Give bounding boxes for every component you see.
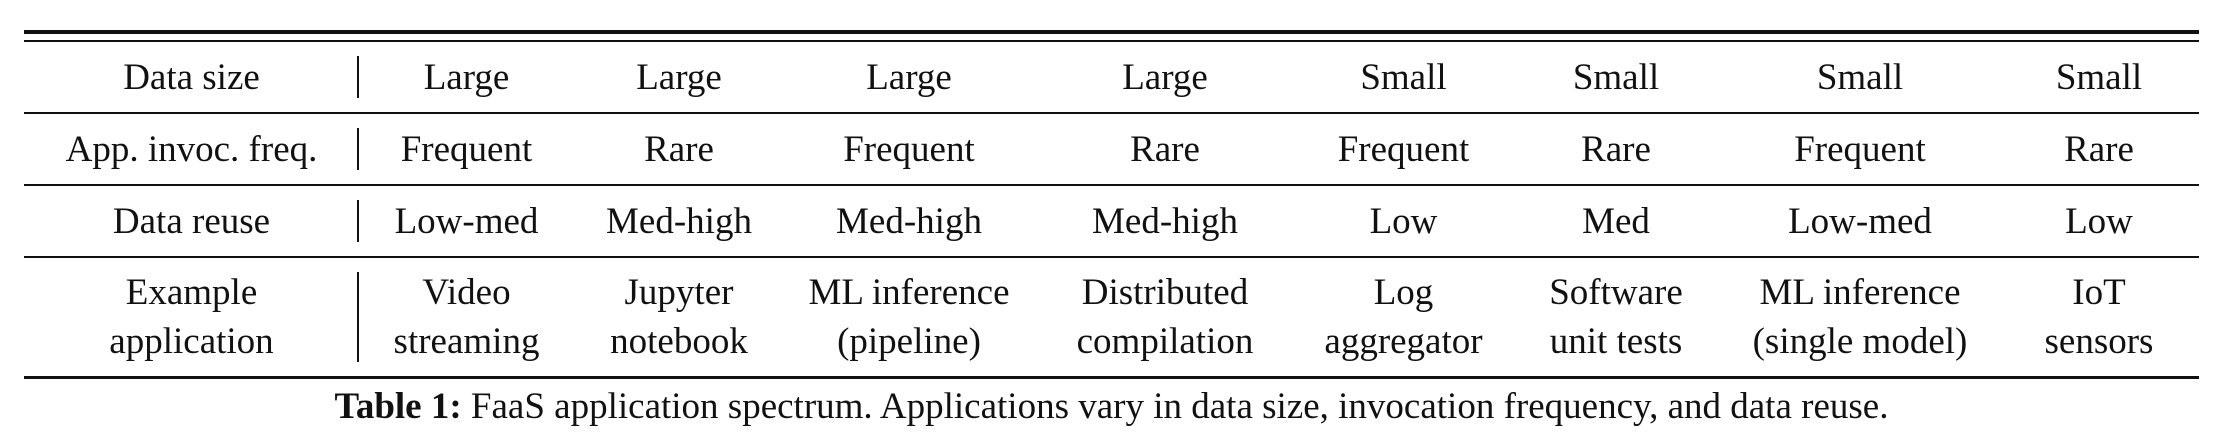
- cell-line: Large: [423, 56, 510, 98]
- table-cell: Small: [1296, 42, 1511, 113]
- table-cell: Large: [1034, 42, 1296, 113]
- cell-line: Frequent: [400, 128, 533, 170]
- cell-line: Low-med: [394, 200, 539, 242]
- table-cell: IoT sensors: [1999, 258, 2199, 376]
- vertical-divider: [357, 272, 359, 362]
- cell-line: sensors: [2044, 321, 2154, 362]
- table-row-data-size: Data size Large Large Large Large Small Small S…: [24, 42, 2199, 113]
- table-cell: ML inference (pipeline): [784, 258, 1034, 376]
- table-cell: Small: [1511, 42, 1721, 113]
- cell-line: Frequent: [1794, 128, 1926, 170]
- row-header-line: Data size: [123, 56, 260, 98]
- cell-line: Small: [1816, 56, 1904, 98]
- table-cell: Frequent: [784, 114, 1034, 185]
- table-cell: Rare: [574, 114, 784, 185]
- cell-line: ML inference: [808, 272, 1010, 313]
- row-header: Data size: [24, 42, 359, 113]
- cell-line: Low-med: [1788, 200, 1932, 242]
- bottom-rule: [24, 376, 2199, 379]
- cell-line: Frequent: [1337, 128, 1470, 170]
- table-row-app-invoc-freq: App. invoc. freq. Frequent Rare Frequent Rar…: [24, 114, 2199, 185]
- cell-line: ML inference: [1759, 272, 1961, 313]
- table-cell: Large: [784, 42, 1034, 113]
- table-cell: Frequent: [1721, 114, 1999, 185]
- table-cell: Med-high: [784, 186, 1034, 257]
- row-header-line: Example: [125, 272, 258, 313]
- vertical-divider: [357, 56, 359, 98]
- row-header: Example application: [24, 258, 359, 376]
- cell-line: Log: [1373, 272, 1434, 313]
- faas-application-table: Data size Large Large Large Large Small Small S…: [24, 42, 2199, 376]
- table-container: Data size Large Large Large Large Small Small S…: [24, 30, 2199, 379]
- caption-text: FaaS application spectrum. Applications …: [461, 386, 1889, 427]
- table-cell: Small: [1721, 42, 1999, 113]
- table-cell: Small: [1999, 42, 2199, 113]
- top-rule-thin: [24, 40, 2199, 42]
- cell-line: Jupyter: [624, 272, 734, 313]
- cell-line: Med-high: [1092, 200, 1238, 242]
- cell-line: Frequent: [843, 128, 975, 170]
- cell-line: Large: [866, 56, 952, 98]
- vertical-divider: [357, 128, 359, 170]
- cell-line: Rare: [644, 128, 714, 170]
- table-cell: Rare: [1999, 114, 2199, 185]
- table-cell: Frequent: [1296, 114, 1511, 185]
- cell-line: compilation: [1076, 321, 1254, 362]
- cell-line: Small: [2055, 56, 2143, 98]
- cell-line: Large: [1122, 56, 1208, 98]
- cell-line: streaming: [393, 321, 540, 362]
- cell-line: Software: [1549, 272, 1683, 313]
- cell-line: aggregator: [1324, 321, 1483, 362]
- row-header-line: Data reuse: [112, 200, 271, 242]
- cell-line: Video: [422, 272, 511, 313]
- cell-line: Rare: [1581, 128, 1651, 170]
- cell-line: Med: [1582, 200, 1650, 242]
- cell-line: IoT: [2072, 272, 2126, 313]
- table-cell: Large: [359, 42, 574, 113]
- table-cell: Frequent: [359, 114, 574, 185]
- top-rule-thick: [24, 30, 2199, 34]
- cell-line: Small: [1360, 56, 1447, 98]
- table-cell: Low: [1296, 186, 1511, 257]
- table-cell: Rare: [1034, 114, 1296, 185]
- cell-line: Distributed: [1081, 272, 1249, 313]
- cell-line: Large: [636, 56, 722, 98]
- cell-line: Low: [1369, 200, 1438, 242]
- table-cell: Video streaming: [359, 258, 574, 376]
- table-cell: Jupyter notebook: [574, 258, 784, 376]
- row-header: App. invoc. freq.: [24, 114, 359, 185]
- table-cell: Rare: [1511, 114, 1721, 185]
- row-header-line: application: [109, 321, 274, 362]
- cell-line: Rare: [1130, 128, 1200, 170]
- caption-label: Table 1:: [334, 386, 462, 427]
- table-cell: Med-high: [574, 186, 784, 257]
- cell-line: Med-high: [836, 200, 982, 242]
- table-cell: Distributed compilation: [1034, 258, 1296, 376]
- cell-line: unit tests: [1549, 321, 1683, 362]
- cell-line: (pipeline): [837, 321, 981, 362]
- vertical-divider: [357, 200, 359, 242]
- cell-line: Low: [2065, 200, 2133, 242]
- table-body: Data size Large Large Large Large Small Small S…: [24, 42, 2199, 376]
- cell-line: notebook: [610, 321, 748, 362]
- table-row-example-application: Example application Video streaming Jupyter n…: [24, 258, 2199, 376]
- cell-line: Small: [1572, 56, 1660, 98]
- table-cell: Log aggregator: [1296, 258, 1511, 376]
- row-header-line: App. invoc. freq.: [65, 128, 318, 170]
- table-cell: ML inference (single model): [1721, 258, 1999, 376]
- table-caption: Table 1: FaaS application spectrum. Appl…: [0, 383, 2223, 431]
- row-header: Data reuse: [24, 186, 359, 257]
- cell-line: Rare: [2064, 128, 2134, 170]
- table-cell: Med-high: [1034, 186, 1296, 257]
- table-cell: Large: [574, 42, 784, 113]
- table-row-data-reuse: Data reuse Low-med Med-high Med-high Med-hig…: [24, 186, 2199, 257]
- table-cell: Med: [1511, 186, 1721, 257]
- table-cell: Low: [1999, 186, 2199, 257]
- cell-line: (single model): [1752, 321, 1968, 362]
- cell-line: Med-high: [606, 200, 752, 242]
- table-cell: Low-med: [1721, 186, 1999, 257]
- table-cell: Software unit tests: [1511, 258, 1721, 376]
- table-cell: Low-med: [359, 186, 574, 257]
